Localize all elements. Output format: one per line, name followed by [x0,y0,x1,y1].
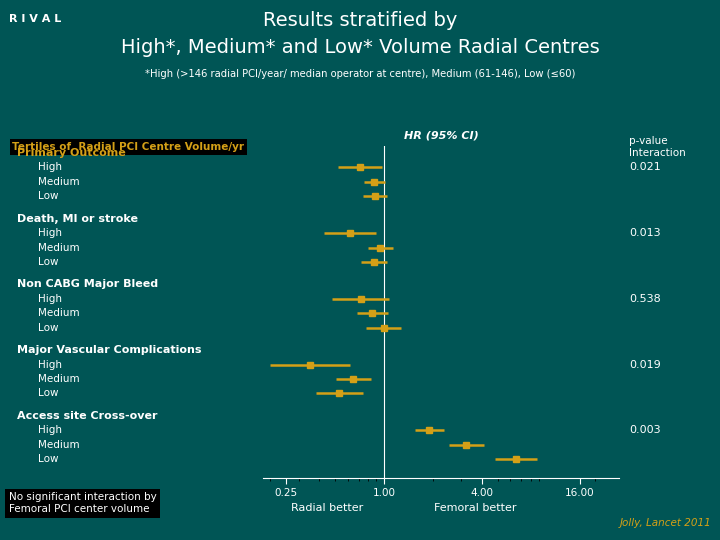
Text: High: High [38,228,62,238]
Text: Low: Low [38,388,58,399]
Text: High: High [38,294,62,304]
Text: Access site Cross-over: Access site Cross-over [17,411,158,421]
Text: R I V A L: R I V A L [9,14,61,24]
Text: Non CABG Major Bleed: Non CABG Major Bleed [17,279,158,289]
Text: Medium: Medium [38,177,79,187]
Text: No significant interaction by
Femoral PCI center volume: No significant interaction by Femoral PC… [9,492,156,514]
Text: High: High [38,163,62,172]
Text: 0.013: 0.013 [629,228,660,238]
Text: Jolly, Lancet 2011: Jolly, Lancet 2011 [620,518,711,528]
Text: Low: Low [38,257,58,267]
Text: HR (95% CI): HR (95% CI) [404,130,479,140]
Text: 0.019: 0.019 [629,360,661,369]
Text: Medium: Medium [38,308,79,318]
Text: Low: Low [38,323,58,333]
Text: High*, Medium* and Low* Volume Radial Centres: High*, Medium* and Low* Volume Radial Ce… [121,38,599,57]
Text: Low: Low [38,454,58,464]
Text: Low: Low [38,191,58,201]
Text: 0.003: 0.003 [629,426,660,435]
Text: 0.538: 0.538 [629,294,661,304]
Text: Radial better: Radial better [292,503,364,514]
Text: Medium: Medium [38,440,79,450]
Text: High: High [38,360,62,369]
Text: Femoral better: Femoral better [434,503,516,514]
Text: Medium: Medium [38,242,79,253]
Text: Primary Outcome: Primary Outcome [17,148,126,158]
Text: Major Vascular Complications: Major Vascular Complications [17,345,202,355]
Text: p-value
Interaction: p-value Interaction [629,136,685,158]
Text: Results stratified by: Results stratified by [263,11,457,30]
Text: 0.021: 0.021 [629,163,661,172]
Text: Death, MI or stroke: Death, MI or stroke [17,214,138,224]
Text: Medium: Medium [38,374,79,384]
Text: High: High [38,426,62,435]
Text: *High (>146 radial PCI/year/ median operator at centre), Medium (61-146), Low (≤: *High (>146 radial PCI/year/ median oper… [145,69,575,79]
Text: Tertiles of  Radial PCI Centre Volume/yr: Tertiles of Radial PCI Centre Volume/yr [12,142,244,152]
